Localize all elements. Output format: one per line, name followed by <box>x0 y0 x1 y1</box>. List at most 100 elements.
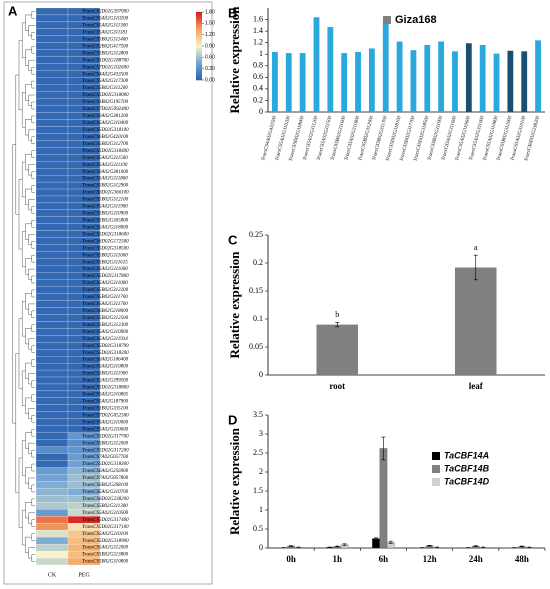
heatmap-cell <box>35 397 69 405</box>
row-label: TraesCS5B02G312000 <box>82 441 129 446</box>
heatmap-cell <box>35 168 69 176</box>
row-label: TraesCS5D02G318600 <box>82 232 129 237</box>
heatmap-cell <box>35 376 69 385</box>
row-label: TraesCS5A02G310400 <box>82 121 129 126</box>
row-label: TraesCS5B02G312100 <box>82 198 129 203</box>
colorbar-label: 0.60 <box>205 55 215 61</box>
row-label: TraesCS5A02G311300 <box>82 24 128 29</box>
heatmap-cell <box>35 265 69 273</box>
row-label: TraesCS5A02G310600 <box>82 427 129 432</box>
row-label: TraesCS6A02G186400 <box>82 358 129 363</box>
x-tick-label: root <box>329 381 345 391</box>
bar <box>382 22 389 113</box>
row-label: TraesCS6D02G366100 <box>82 191 129 196</box>
heatmap-cell <box>35 335 69 343</box>
heatmap-cell <box>35 328 69 336</box>
dendrogram <box>31 463 35 472</box>
colorbar-step <box>196 74 202 77</box>
colorbar-step <box>196 18 202 21</box>
heatmap-cell <box>35 495 69 503</box>
y-tick-label: 0 <box>259 107 263 116</box>
dendrogram <box>15 74 19 215</box>
error-bar <box>473 545 478 547</box>
row-label: TraesCS5B02G311200 <box>82 86 128 91</box>
heatmap-cell <box>35 481 69 489</box>
row-label: TraesCS7D02G052500 <box>82 413 129 418</box>
bar <box>355 51 361 112</box>
colorbar-step <box>196 23 202 26</box>
dendrogram <box>31 254 35 263</box>
heatmap-cell <box>35 432 69 440</box>
row-label: TraesCS5D02G318200 <box>82 351 129 356</box>
dendrogram <box>18 318 23 389</box>
heatmap-cell <box>35 404 69 412</box>
row-label: TraesCS5B02G312300 <box>82 323 129 328</box>
dendrogram <box>21 370 26 406</box>
colorbar-label: 1.20 <box>205 32 215 38</box>
y-tick-label: 1.4 <box>253 26 263 35</box>
dendrogram <box>31 66 35 75</box>
heatmap-cell <box>35 286 69 294</box>
heatmap-cell <box>35 216 69 224</box>
heatmap-cell <box>35 70 69 78</box>
heatmap-cell <box>35 453 69 461</box>
row-label: TraesCS5A02G311500 <box>82 156 128 161</box>
colorbar-step <box>196 17 202 20</box>
heatmap-cell <box>35 209 69 217</box>
dendrogram <box>31 345 35 353</box>
colorbar-step <box>196 27 202 30</box>
colorbar-step <box>196 56 202 59</box>
error-bar <box>335 322 340 328</box>
heatmap-cell <box>35 362 69 371</box>
dendrogram <box>31 289 35 298</box>
row-label: TraesCS5A02G317300 <box>82 79 129 84</box>
y-tick-label: 1 <box>259 49 263 58</box>
heatmap-cell <box>35 91 69 99</box>
heatmap-cell <box>35 383 69 392</box>
row-label: TraesCS5A02G311181 <box>82 31 127 36</box>
bar <box>535 40 541 112</box>
heatmap-cell <box>35 544 69 552</box>
heatmap-cell <box>35 35 69 43</box>
heatmap-cell <box>35 300 69 308</box>
y-tick-label: 3.5 <box>253 410 263 419</box>
legend-swatch <box>383 16 391 24</box>
y-tick-label: 0.5 <box>253 524 263 533</box>
heatmap-cell <box>35 237 69 245</box>
x-tick-label: 12h <box>423 554 437 564</box>
heatmap-cell <box>35 460 69 468</box>
row-label: TraesCS5A02G310800 <box>82 365 129 370</box>
legend-label: TaCBF14A <box>444 450 489 460</box>
y-tick-label: 2.5 <box>253 448 263 457</box>
dendrogram <box>31 275 35 284</box>
heatmap-cell <box>67 557 101 566</box>
dendrogram <box>31 324 35 333</box>
heatmap-cell <box>35 251 69 259</box>
row-label: TraesCS6D02G172500 <box>82 239 129 244</box>
row-label: TraesCS5A02G187900 <box>82 400 129 405</box>
colorbar-label: 1.80 <box>205 9 215 15</box>
row-label: TraesCS2B02G417500 <box>82 44 129 49</box>
y-tick-label: 2 <box>259 467 263 476</box>
y-axis-title: Relative expression <box>227 427 242 535</box>
bar <box>479 44 486 112</box>
heatmap-cell <box>35 314 69 322</box>
heatmap-cell <box>35 342 69 350</box>
error-bar <box>473 254 478 281</box>
row-label: TraesCS3B02G195700 <box>82 100 129 105</box>
heatmap-cell <box>35 516 69 524</box>
colorbar-step <box>196 35 202 38</box>
column-label: PEG <box>78 572 90 578</box>
row-label: TraesCS5A02G311700 <box>82 302 128 307</box>
y-tick-label: 0.6 <box>253 72 263 81</box>
x-tick-label: TraesCS5B02G311600 <box>331 115 348 161</box>
x-tick-label: TraesCS5B02G311900 <box>427 115 444 161</box>
heatmap-cell <box>35 63 69 71</box>
dendrogram <box>31 498 35 507</box>
row-label: TraesCS5D02G317100 <box>82 525 129 530</box>
dendrogram <box>31 11 35 19</box>
row-label: TraesCS5A02G310805 <box>82 393 129 398</box>
heatmap-cell <box>35 411 69 419</box>
heatmap-cell <box>35 7 69 16</box>
row-label: TraesCS5A02G318000 <box>82 225 129 230</box>
